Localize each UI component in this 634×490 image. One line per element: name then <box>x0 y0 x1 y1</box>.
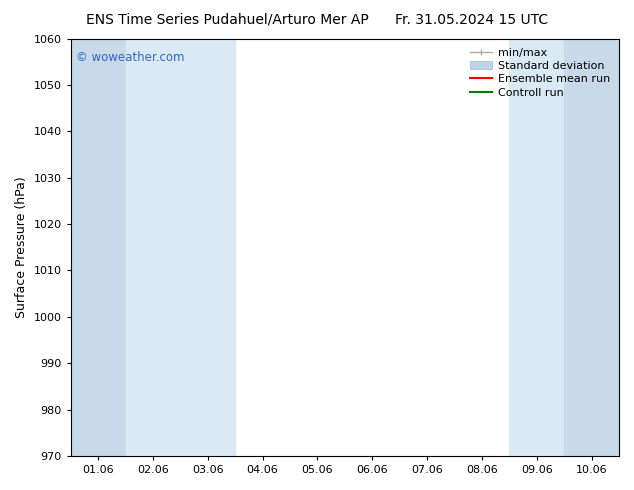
Bar <box>71 39 126 456</box>
Bar <box>509 39 564 456</box>
Bar <box>126 39 235 456</box>
Text: © woweather.com: © woweather.com <box>76 51 184 64</box>
Bar <box>564 39 619 456</box>
Y-axis label: Surface Pressure (hPa): Surface Pressure (hPa) <box>15 176 28 318</box>
Text: ENS Time Series Pudahuel/Arturo Mer AP      Fr. 31.05.2024 15 UTC: ENS Time Series Pudahuel/Arturo Mer AP F… <box>86 12 548 26</box>
Legend: min/max, Standard deviation, Ensemble mean run, Controll run: min/max, Standard deviation, Ensemble me… <box>467 44 614 101</box>
